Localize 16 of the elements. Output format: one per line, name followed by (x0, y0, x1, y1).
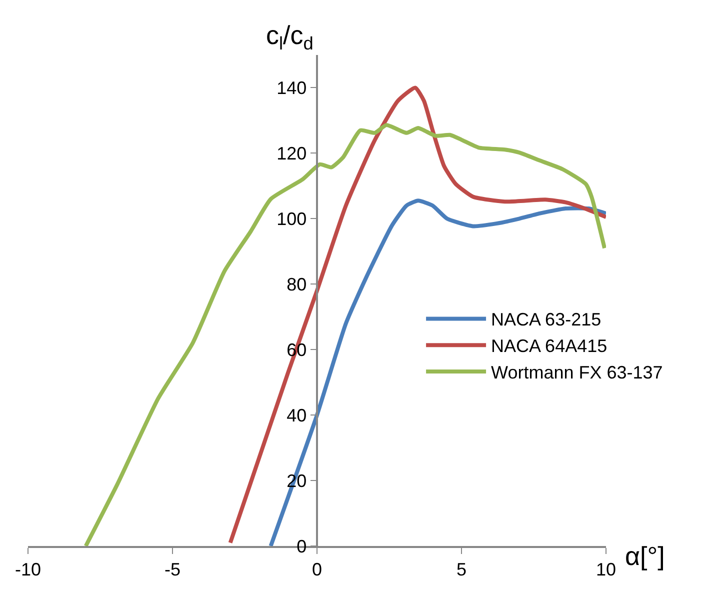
y-tick-label: 0 (296, 536, 307, 556)
x-tick-label: -5 (164, 559, 181, 580)
y-tick-label: 80 (286, 274, 307, 294)
x-tick-label: 10 (596, 559, 616, 580)
y-tick-label: 120 (276, 144, 307, 164)
y-tick-label: 140 (276, 78, 307, 98)
x-tick-label: 0 (312, 559, 322, 580)
y-tick-label: 100 (276, 208, 307, 229)
legend-label: Wortmann FX 63-137 (491, 362, 663, 383)
y-tick-label: 40 (286, 405, 307, 426)
y-axis-title: c$_{l}$/c$_{d}$ (266, 20, 314, 54)
legend-label: NACA 64A415 (491, 336, 608, 356)
x-tick-label: -10 (14, 559, 42, 580)
legend-label: NACA 63-215 (491, 310, 602, 330)
x-tick-label: 5 (456, 559, 467, 580)
x-axis-title: α[°] (625, 541, 665, 571)
